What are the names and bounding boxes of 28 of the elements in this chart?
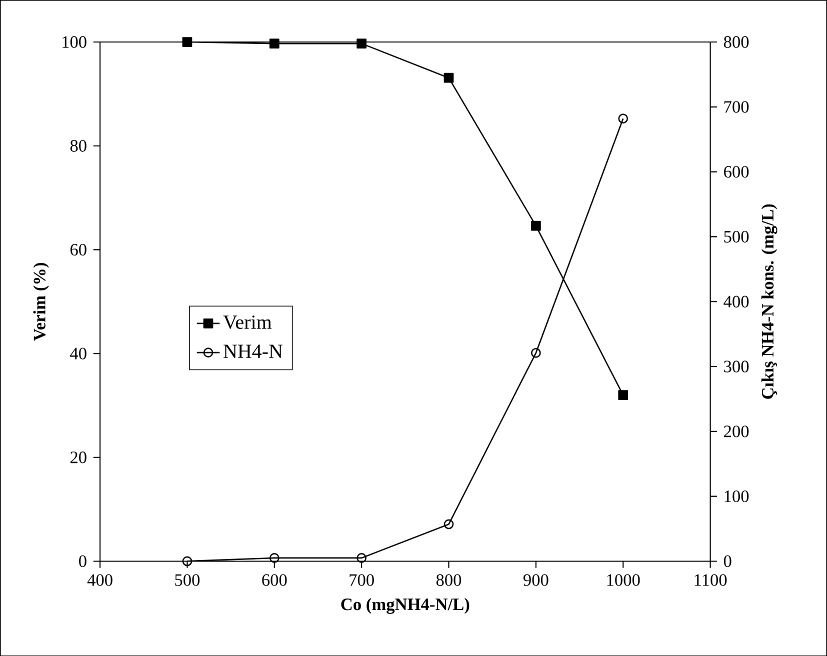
x-tick-label: 800 — [436, 574, 462, 586]
y2-tick-label: 100 — [724, 490, 749, 502]
y-tick-label: 80 — [70, 140, 86, 152]
y-axis-title: Verim (%) — [33, 262, 49, 341]
y2-tick-label: 600 — [724, 166, 749, 178]
x-tick-label: 700 — [350, 574, 374, 586]
y-tick-label: 20 — [70, 451, 86, 464]
x-axis-title: Co (mgNH4-N/L) — [341, 598, 470, 614]
x-tick-label: 500 — [175, 574, 200, 586]
y2-tick-label: 400 — [724, 296, 749, 308]
y2-tick-label: 500 — [724, 230, 749, 242]
y2-tick-label: 300 — [724, 360, 749, 372]
legend-label: Verim — [223, 315, 272, 329]
x-tick-label: 900 — [523, 574, 548, 586]
y2-tick-label: 200 — [724, 425, 749, 438]
legend-label: NH4-N — [224, 344, 283, 358]
y-tick-label: 100 — [62, 36, 86, 48]
y2-tick-label: 0 — [724, 555, 732, 567]
y-tick-label: 60 — [70, 244, 86, 256]
y2-axis-title: Çıkış NH4-N kons. (mg/L) — [761, 204, 778, 399]
x-tick-label: 600 — [262, 574, 287, 586]
y2-tick-label: 700 — [724, 100, 749, 113]
x-tick-label: 1000 — [607, 574, 640, 586]
y-tick-label: 0 — [79, 555, 86, 567]
y-tick-label: 40 — [70, 348, 86, 360]
y2-tick-label: 800 — [724, 36, 749, 48]
x-tick-label: 1100 — [694, 574, 727, 586]
x-tick-label: 400 — [87, 574, 112, 586]
